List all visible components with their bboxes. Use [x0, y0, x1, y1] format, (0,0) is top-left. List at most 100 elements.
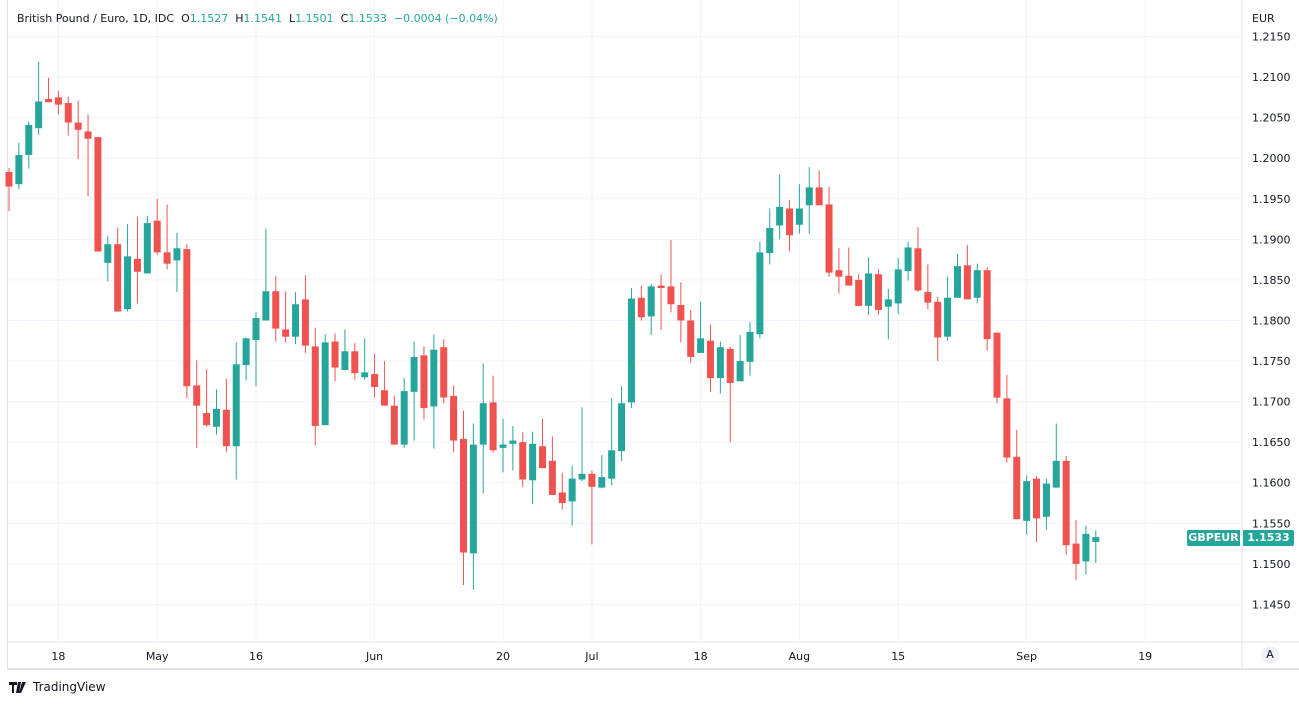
candle-down[interactable]	[539, 418, 547, 469]
candle-up[interactable]	[716, 341, 724, 394]
candle-down[interactable]	[588, 470, 596, 545]
candle-down[interactable]	[548, 436, 556, 495]
candle-down[interactable]	[222, 378, 230, 452]
candle-up[interactable]	[598, 455, 606, 489]
candle-down[interactable]	[1072, 520, 1080, 581]
candle-down[interactable]	[84, 114, 92, 197]
candle-up[interactable]	[1082, 525, 1090, 575]
candle-up[interactable]	[499, 418, 507, 473]
candle-up[interactable]	[35, 61, 43, 135]
candle-up[interactable]	[252, 312, 260, 387]
candle-down[interactable]	[371, 353, 379, 398]
candle-down[interactable]	[114, 227, 122, 312]
candle-up[interactable]	[341, 329, 349, 370]
candle-down[interactable]	[726, 346, 734, 443]
candle-up[interactable]	[430, 334, 438, 449]
candle-up[interactable]	[173, 232, 181, 293]
candle-up[interactable]	[894, 258, 902, 314]
candle-up[interactable]	[232, 342, 240, 480]
candle-up[interactable]	[410, 341, 418, 441]
candle-up[interactable]	[212, 389, 220, 435]
candle-up[interactable]	[15, 142, 23, 190]
candle-down[interactable]	[657, 274, 665, 331]
auto-scale-button[interactable]: A	[1261, 646, 1279, 664]
candle-up[interactable]	[618, 386, 626, 461]
candle-down[interactable]	[934, 296, 942, 362]
candle-down[interactable]	[855, 274, 863, 306]
candle-down[interactable]	[963, 245, 971, 300]
candle-up[interactable]	[647, 283, 655, 336]
candle-up[interactable]	[509, 425, 517, 471]
candle-up[interactable]	[1023, 475, 1031, 535]
candle-up[interactable]	[746, 322, 754, 376]
candle-up[interactable]	[242, 337, 250, 381]
candle-down[interactable]	[153, 198, 161, 255]
candle-down[interactable]	[815, 170, 823, 206]
candle-down[interactable]	[1033, 476, 1041, 542]
candle-down[interactable]	[983, 266, 991, 351]
candle-up[interactable]	[904, 241, 912, 281]
candle-down[interactable]	[914, 227, 922, 293]
candle-up[interactable]	[143, 215, 151, 274]
candle-down[interactable]	[845, 247, 853, 286]
candle-up[interactable]	[776, 174, 784, 240]
candle-down[interactable]	[874, 269, 882, 315]
candle-up[interactable]	[529, 431, 537, 504]
candle-down[interactable]	[558, 473, 566, 510]
candle-up[interactable]	[736, 335, 744, 382]
candle-down[interactable]	[331, 333, 339, 382]
candle-up[interactable]	[578, 407, 586, 482]
candle-down[interactable]	[519, 432, 527, 487]
candle-down[interactable]	[133, 216, 141, 304]
candle-up[interactable]	[953, 253, 961, 298]
candle-up[interactable]	[865, 257, 873, 315]
candle-down[interactable]	[993, 332, 1001, 404]
candle-up[interactable]	[766, 208, 774, 265]
candle-up[interactable]	[400, 378, 408, 448]
candle-up[interactable]	[608, 398, 616, 486]
candle-up[interactable]	[973, 263, 981, 304]
candle-up[interactable]	[262, 228, 270, 321]
candle-down[interactable]	[786, 200, 794, 252]
candle-down[interactable]	[301, 275, 309, 353]
candle-down[interactable]	[677, 282, 685, 343]
tradingview-logo[interactable]: TradingView	[9, 680, 106, 694]
candle-down[interactable]	[351, 343, 359, 380]
candle-up[interactable]	[697, 301, 705, 353]
candle-up[interactable]	[479, 363, 487, 494]
candle-down[interactable]	[74, 100, 82, 160]
candle-down[interactable]	[183, 244, 191, 399]
candle-down[interactable]	[311, 327, 319, 446]
candle-down[interactable]	[272, 275, 280, 342]
candle-down[interactable]	[5, 167, 13, 211]
candle-up[interactable]	[1052, 423, 1060, 488]
candle-up[interactable]	[568, 465, 576, 526]
candle-up[interactable]	[469, 423, 477, 590]
candle-down[interactable]	[489, 375, 497, 453]
candle-down[interactable]	[1062, 455, 1070, 555]
candle-up[interactable]	[805, 167, 813, 234]
candle-down[interactable]	[1003, 374, 1011, 463]
candle-down[interactable]	[203, 369, 211, 427]
candle-down[interactable]	[835, 248, 843, 294]
candle-down[interactable]	[54, 90, 62, 115]
candle-down[interactable]	[193, 360, 201, 448]
candle-down[interactable]	[450, 385, 458, 452]
candle-down[interactable]	[380, 361, 388, 406]
candle-down[interactable]	[667, 240, 675, 313]
candle-up[interactable]	[795, 184, 803, 234]
candle-down[interactable]	[45, 77, 53, 103]
candle-down[interactable]	[390, 395, 398, 445]
candle-up[interactable]	[756, 241, 764, 339]
candle-down[interactable]	[459, 410, 467, 585]
candle-down[interactable]	[706, 324, 714, 392]
candle-down[interactable]	[1013, 430, 1021, 520]
candle-up[interactable]	[25, 121, 33, 169]
candle-up[interactable]	[1092, 530, 1100, 564]
candle-up[interactable]	[124, 223, 132, 312]
candle-down[interactable]	[420, 346, 428, 420]
candle-down[interactable]	[825, 186, 833, 277]
candle-down[interactable]	[64, 96, 72, 136]
candle-up[interactable]	[944, 276, 952, 341]
candle-down[interactable]	[94, 137, 102, 252]
